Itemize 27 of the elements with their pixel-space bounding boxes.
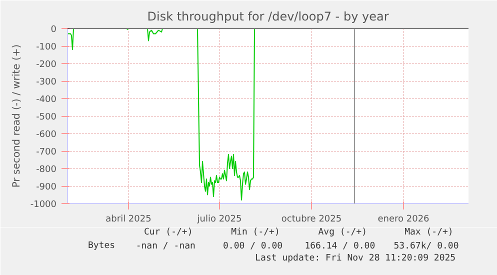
text: Avg (-/+) — [318, 228, 368, 238]
x-tick-label: enero 2026 — [378, 214, 430, 224]
y-tick-label: -600 — [36, 130, 57, 140]
chart-title: Disk throughput for /dev/loop7 - by year — [147, 10, 389, 24]
text: Min (-/+) — [231, 228, 280, 238]
x-tick-label: octubre 2025 — [281, 214, 342, 224]
y-tick-label: -400 — [36, 95, 57, 105]
x-tick-label: abril 2025 — [106, 214, 152, 224]
y-tick-label: -100 — [36, 42, 57, 52]
text: Last update: Fri Nov 28 11:20:09 2025 — [255, 254, 456, 264]
y-tick-label: -500 — [36, 112, 57, 122]
text: 53.67k/ 0.00 — [394, 242, 459, 252]
text: Max (-/+) — [404, 228, 454, 238]
text: Cur (-/+) — [144, 228, 193, 238]
y-tick-label: -900 — [36, 182, 57, 192]
y-axis-title: Pr second read (-) / write (+) — [11, 44, 22, 188]
y-tick-label: 0 — [50, 25, 57, 35]
y-tick-label: -800 — [36, 165, 57, 175]
text: -nan / -nan — [136, 242, 196, 252]
y-tick-label: -200 — [36, 60, 57, 70]
x-tick-label: julio 2025 — [196, 214, 242, 224]
y-tick-label: -700 — [36, 148, 57, 158]
text: 166.14 / 0.00 — [304, 242, 376, 252]
text: 0.00 / 0.00 — [222, 242, 283, 252]
y-tick-label: -300 — [36, 78, 57, 88]
text: Bytes — [88, 241, 116, 251]
y-tick-label: -1000 — [30, 200, 57, 210]
